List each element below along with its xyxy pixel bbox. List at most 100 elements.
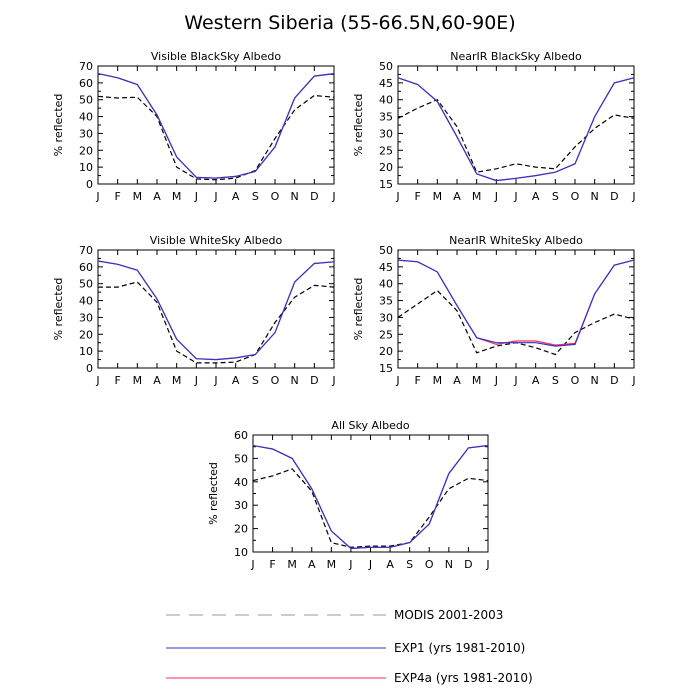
y-tick-label: 40 (234, 476, 248, 489)
x-tick-label: J (95, 190, 99, 203)
y-tick-label: 35 (379, 295, 393, 308)
x-tick-label: A (386, 558, 394, 571)
x-tick-label: M (472, 190, 482, 203)
figure-title: Western Siberia (55-66.5N,60-90E) (184, 12, 516, 34)
x-tick-label: S (552, 374, 559, 387)
y-tick-label: 15 (379, 178, 393, 191)
y-tick-label: 20 (79, 144, 93, 157)
series-line-modis (397, 98, 635, 173)
x-tick-label: J (494, 374, 498, 387)
plot-frame (397, 249, 635, 369)
x-tick-label: O (425, 558, 434, 571)
x-tick-label: F (415, 374, 421, 387)
series-line-modis (252, 468, 489, 548)
y-tick-label: 20 (234, 523, 248, 536)
x-tick-label: N (591, 374, 599, 387)
series-line-modis (397, 289, 635, 356)
x-tick-label: A (232, 374, 240, 387)
y-tick-label: 70 (79, 244, 93, 257)
y-tick-label: 25 (379, 144, 393, 157)
y-tick-label: 30 (234, 499, 248, 512)
series-line-exp4a (252, 444, 489, 550)
series-line-exp1 (397, 77, 635, 182)
series-line-exp4a (97, 260, 335, 361)
x-tick-label: A (153, 190, 161, 203)
y-tick-label: 50 (379, 60, 393, 73)
y-tick-label: 15 (379, 362, 393, 375)
x-tick-label: M (172, 190, 182, 203)
x-tick-label: O (271, 374, 280, 387)
y-axis-label: % reflected (207, 462, 220, 525)
y-tick-label: 40 (79, 111, 93, 124)
legend-label-2: EXP1 (yrs 1981-2010) (394, 641, 525, 655)
y-tick-label: 10 (79, 345, 93, 358)
x-tick-label: O (271, 190, 280, 203)
y-tick-label: 20 (79, 328, 93, 341)
x-tick-label: J (348, 558, 352, 571)
x-tick-label: A (532, 190, 540, 203)
x-tick-label: S (252, 374, 259, 387)
x-tick-label: D (310, 374, 318, 387)
chart-panel-3: Visible WhiteSky Albedo % reflected 0 10 20 3… (52, 234, 336, 387)
chart-panel-1: Visible BlackSky Albedo % reflected 0 10 20 3… (52, 50, 336, 203)
series-line-exp4a (397, 259, 635, 346)
x-tick-label: F (269, 558, 275, 571)
y-tick-label: 40 (379, 94, 393, 107)
x-tick-label: J (485, 558, 489, 571)
legend-label-1: MODIS 2001-2003 (394, 608, 503, 622)
x-tick-label: J (513, 374, 517, 387)
x-tick-label: O (571, 374, 580, 387)
x-tick-label: O (571, 190, 580, 203)
y-tick-label: 0 (86, 178, 93, 191)
panel-title: Visible BlackSky Albedo (151, 50, 281, 63)
chart-panel-2: NearIR BlackSky Albedo % reflected 15 20 25 3… (352, 50, 636, 203)
series-line-exp1 (397, 259, 635, 347)
y-tick-label: 45 (379, 77, 393, 90)
x-tick-label: A (532, 374, 540, 387)
x-tick-label: M (327, 558, 337, 571)
y-tick-label: 70 (79, 60, 93, 73)
x-tick-label: J (331, 190, 335, 203)
x-tick-label: J (213, 190, 217, 203)
y-tick-label: 50 (79, 278, 93, 291)
x-tick-label: D (610, 374, 618, 387)
x-tick-label: A (153, 374, 161, 387)
y-tick-label: 50 (79, 94, 93, 107)
y-axis-label: % reflected (352, 278, 365, 341)
x-tick-label: S (252, 190, 259, 203)
y-tick-label: 50 (234, 452, 248, 465)
y-tick-label: 0 (86, 362, 93, 375)
panel-title: NearIR BlackSky Albedo (450, 50, 582, 63)
y-axis-label: % reflected (52, 278, 65, 341)
x-tick-label: J (513, 190, 517, 203)
x-tick-label: F (115, 190, 121, 203)
x-tick-label: M (472, 374, 482, 387)
y-tick-label: 30 (379, 127, 393, 140)
y-tick-label: 25 (379, 328, 393, 341)
x-tick-label: J (250, 558, 254, 571)
x-tick-label: M (433, 190, 443, 203)
y-tick-label: 40 (379, 278, 393, 291)
x-tick-label: J (631, 190, 635, 203)
panel-title: NearIR WhiteSky Albedo (449, 234, 583, 247)
x-tick-label: F (115, 374, 121, 387)
x-tick-label: N (591, 190, 599, 203)
x-tick-label: A (453, 190, 461, 203)
x-tick-label: S (406, 558, 413, 571)
series-line-exp1 (252, 444, 489, 550)
x-tick-label: M (172, 374, 182, 387)
series-line-exp4a (97, 73, 335, 179)
x-tick-label: D (310, 190, 318, 203)
x-tick-label: M (433, 374, 443, 387)
x-tick-label: J (194, 374, 198, 387)
y-tick-label: 20 (379, 345, 393, 358)
series-line-exp1 (97, 73, 335, 179)
x-tick-label: D (610, 190, 618, 203)
y-tick-label: 60 (79, 77, 93, 90)
series-line-modis (98, 281, 335, 364)
y-tick-label: 45 (379, 261, 393, 274)
series-line-exp4a (397, 77, 635, 182)
x-tick-label: J (368, 558, 372, 571)
y-tick-label: 60 (79, 261, 93, 274)
